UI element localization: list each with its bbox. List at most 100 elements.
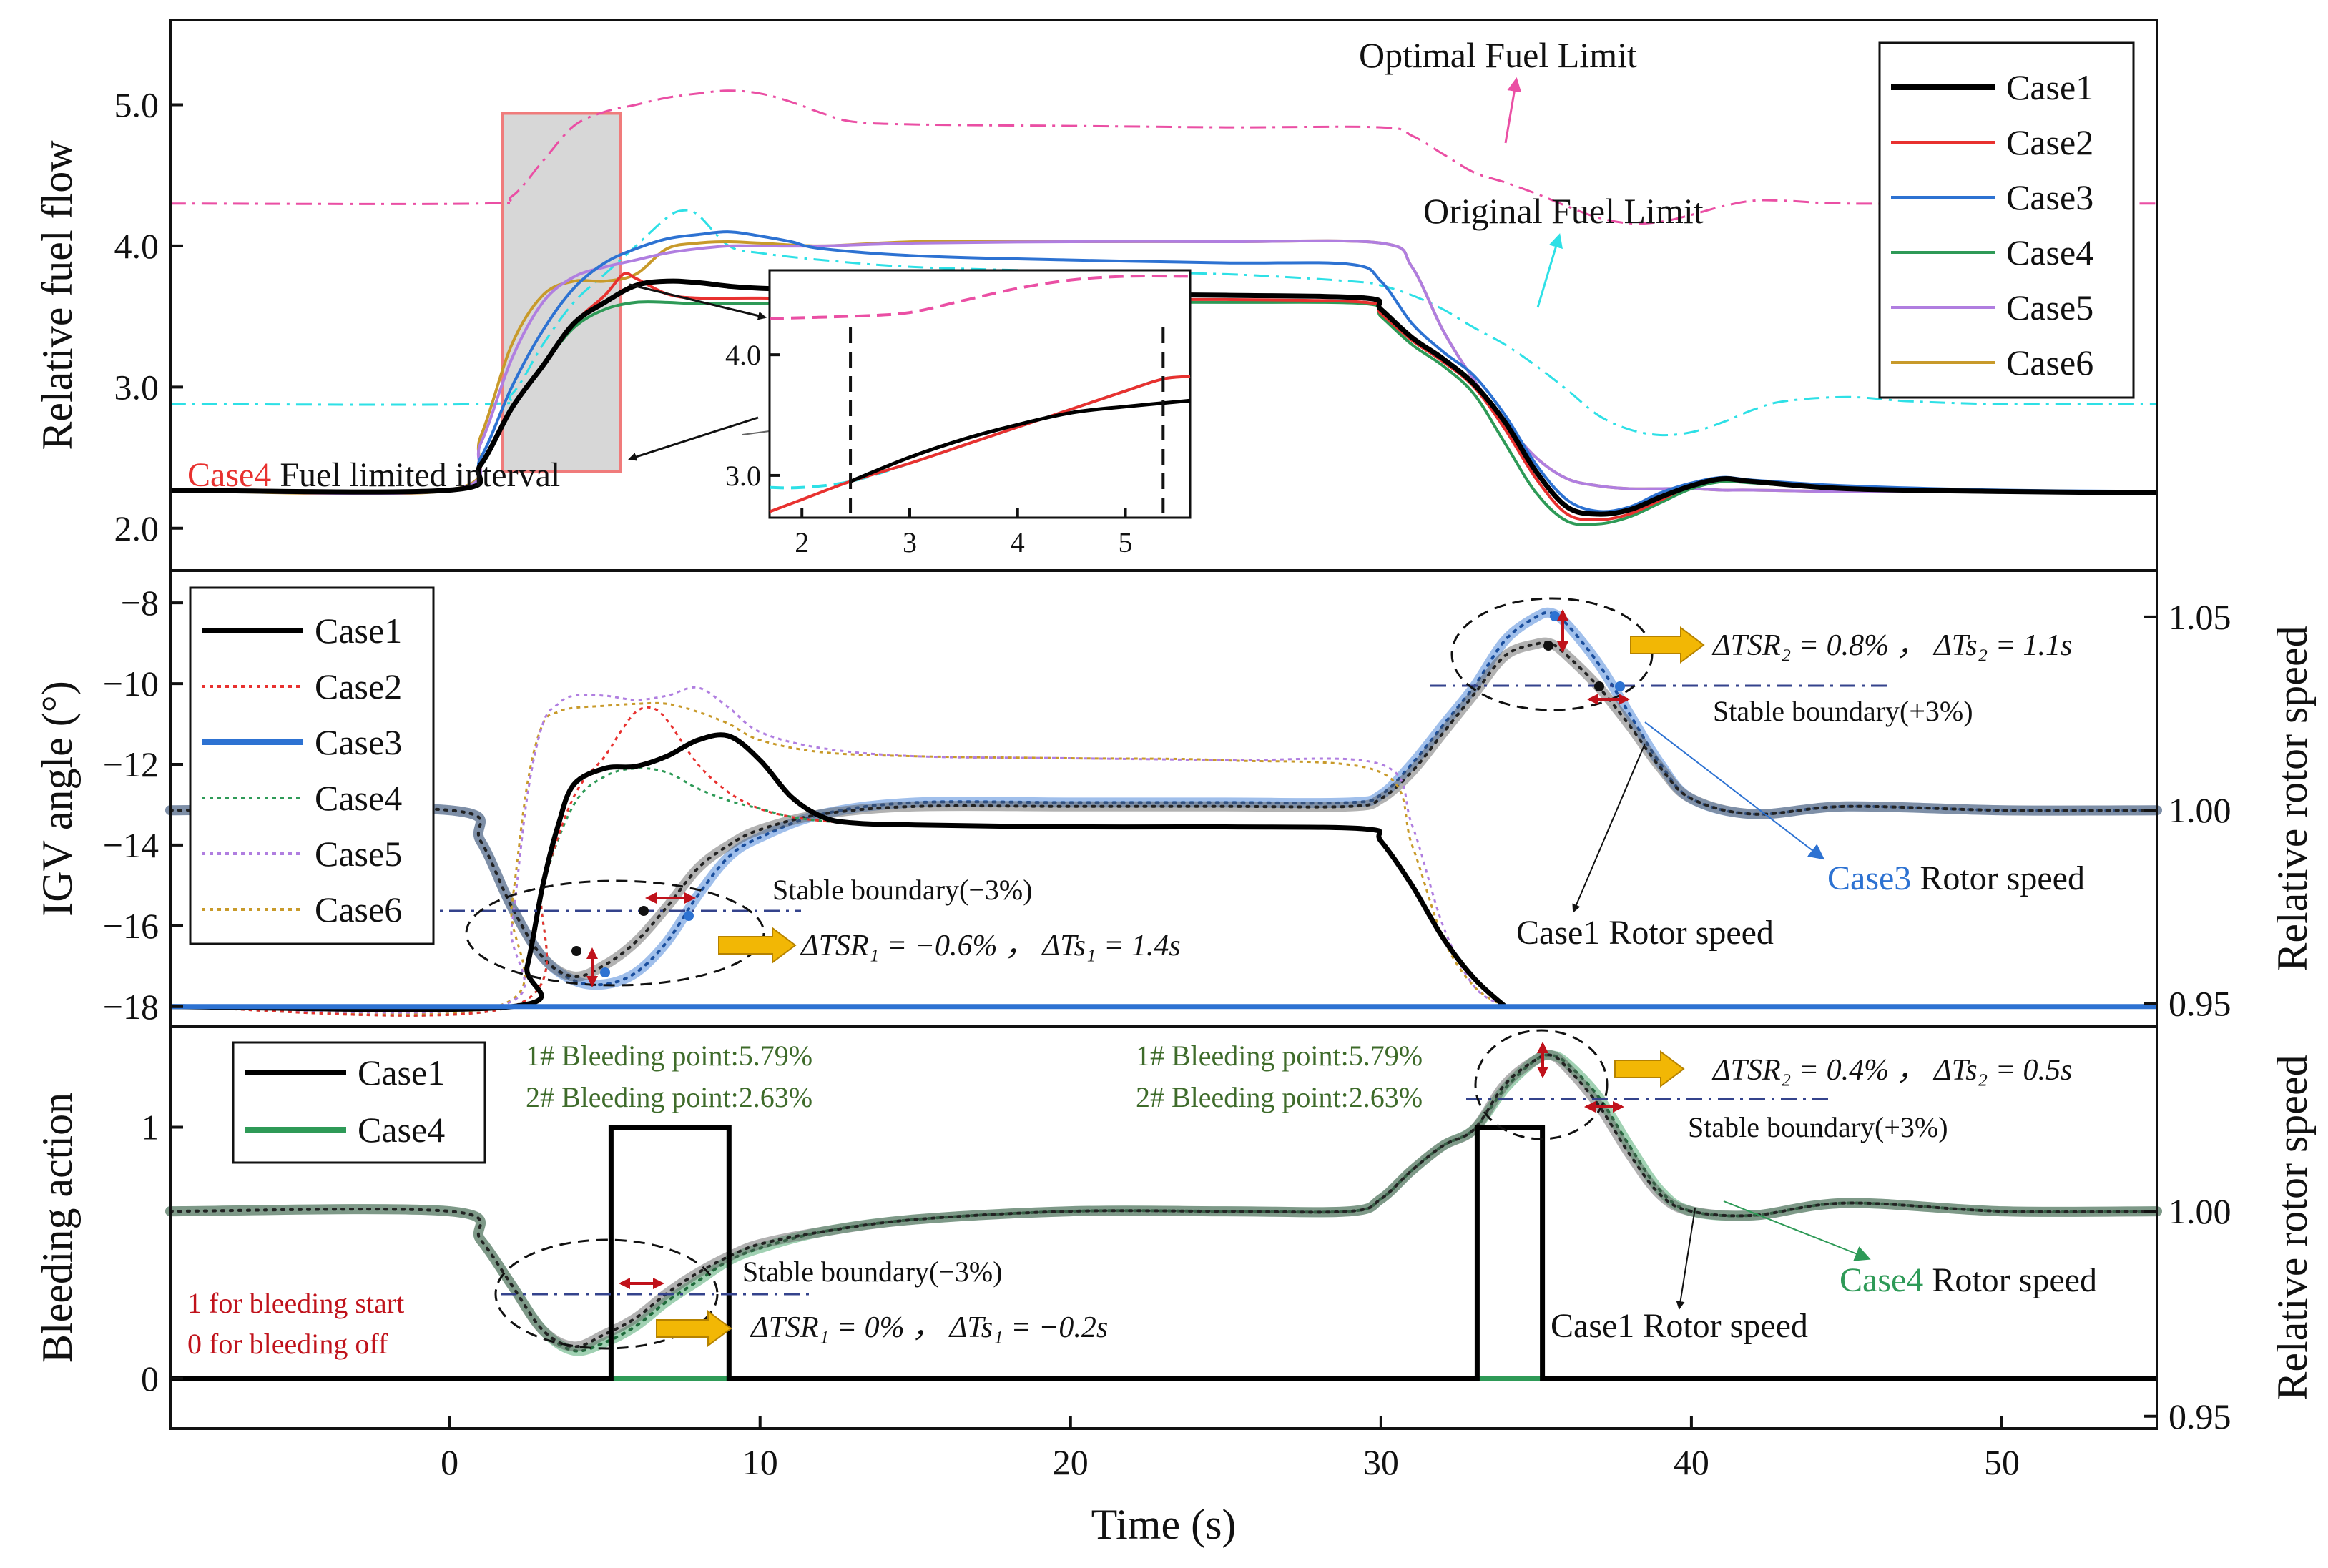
igv-legend-label: Case2 [315, 666, 402, 706]
case3-cross-marker [684, 911, 694, 921]
mid-tsr2-label: ΔTSR₂ = 0.8% ， ΔTs₂ = 1.1s [1711, 629, 2072, 662]
fuel-legend-label: Case2 [2006, 122, 2093, 162]
inset-xtick-label: 3 [903, 526, 917, 558]
bot-stable-low-label: Stable boundary(−3%) [742, 1256, 1003, 1288]
igv-y2tick-label: 0.95 [2169, 984, 2231, 1024]
igv-speed-dots [169, 611, 2158, 987]
case1-cross-hi-marker [1594, 681, 1604, 691]
mid-case3-speed-arrow [1644, 721, 1825, 860]
fuel-series-optimal-fuel-limit [170, 89, 2157, 225]
time-xtick-label: 30 [1363, 1442, 1399, 1482]
mid-case3-speed-label: Case3 Rotor speed [1827, 859, 2085, 897]
igv-legend-label: Case5 [315, 834, 402, 874]
mid-tsr1-label: ΔTSR₁ = −0.6% ， ΔTs₁ = 1.4s [800, 930, 1181, 962]
case4-name: Case4 [1840, 1261, 1923, 1299]
case4-rest: Rotor speed [1923, 1261, 2097, 1299]
bot-case1-speed-label: Case1 Rotor speed [1551, 1307, 1808, 1345]
time-xtick-label: 0 [441, 1442, 458, 1482]
igv-panel: −18 −16 −14 −12 −10 −8 0.95 1.00 1.05 Stable bo… [103, 569, 2231, 1028]
fuel-limited-interval-label: Case4 Fuel limited interval [187, 456, 560, 494]
igv-y2tick-label: 1.00 [2169, 790, 2231, 830]
bleed-ytick-label: 0 [141, 1359, 159, 1399]
time-xtick-label: 40 [1674, 1442, 1709, 1482]
bot-tsr1-label: ΔTSR₁ = 0% ， ΔTs₁ = −0.2s [750, 1311, 1108, 1344]
time-xtick-label: 10 [742, 1442, 778, 1482]
igv-series-case6 [170, 701, 1506, 1015]
fuel-ytick-label: 2.0 [114, 508, 159, 548]
mid-case1-speed-arrow [1572, 743, 1646, 913]
case1-min-marker [571, 946, 581, 956]
bot-ellipse-low [494, 1238, 719, 1350]
bleed-y-axis-label: Bleeding action [34, 1093, 81, 1363]
igv-speed-dots [169, 641, 2158, 978]
bleed-ytick-label: 1 [141, 1108, 159, 1148]
case4-label: Case4 [187, 456, 271, 494]
bleed-series-case1 [170, 1125, 2157, 1381]
bleed-plot-frame [169, 1025, 2158, 1430]
bleed-legend: Case1 Case4 [232, 1041, 486, 1164]
time-x-axis-label: Time (s) [1091, 1501, 1237, 1548]
igv-y2tick-label: 1.05 [2169, 597, 2231, 637]
bleed-legend-label: Case4 [358, 1110, 445, 1150]
case3-min-marker [600, 967, 610, 977]
bleed-note-start: 1 for bleeding start [187, 1287, 404, 1319]
inset-xtick-label: 2 [795, 526, 809, 558]
inset-pointer-arrow [629, 283, 767, 320]
original-fuel-limit-label: Original Fuel Limit [1423, 191, 1704, 231]
mid-ellipse-low [465, 879, 765, 987]
mid-gold-arrow-1 [718, 927, 797, 964]
bot-gold-arrow-2 [1614, 1050, 1685, 1088]
igv-legend-label: Case6 [315, 889, 402, 930]
inset-series-case1 [850, 398, 1191, 483]
bot-stable-high-label: Stable boundary(+3%) [1688, 1111, 1948, 1143]
bleed-y2-axis-label: Relative rotor speed [2269, 1055, 2316, 1400]
fuel-legend-box [1878, 41, 2135, 399]
fuel-inset: 2 3 4 5 3.0 4.0 [725, 269, 1192, 558]
fuel-legend-label: Case4 [2006, 232, 2093, 272]
bleed-1-label-a: 1# Bleeding point:5.79% [526, 1040, 812, 1072]
fuel-legend: Case1 Case2 Case3 Case4 Case5 Case6 [1878, 41, 2135, 399]
fuel-series-case5 [170, 239, 2158, 495]
igv-series-case5 [170, 686, 1506, 1014]
inset-frame [768, 269, 1192, 519]
bleed-2-label-b: 2# Bleeding point:2.63% [1136, 1081, 1423, 1113]
igv-ytick-label: −14 [103, 825, 159, 865]
fuel-legend-label: Case5 [2006, 287, 2093, 327]
bot-case4-speed-label: Case4 Rotor speed [1840, 1261, 2097, 1299]
time-xtick-label: 50 [1984, 1442, 2020, 1482]
bleed-note-off: 0 for bleeding off [187, 1328, 388, 1360]
inset-series-case2 [769, 375, 1191, 513]
igv-series-case1 [170, 732, 1507, 1012]
igv-legend-box [189, 586, 435, 945]
bot-case1-speed-arrow [1676, 1208, 1696, 1310]
case3-name: Case3 [1827, 859, 1911, 897]
interval-text: Fuel limited interval [271, 456, 560, 494]
fuel-y-axis-label: Relative fuel flow [34, 140, 81, 450]
igv-ytick-label: −16 [103, 906, 159, 946]
fuel-ytick-label: 3.0 [114, 367, 159, 407]
inset-xtick-label: 5 [1119, 526, 1133, 558]
igv-ytick-label: −10 [103, 664, 159, 704]
fuel-legend-label: Case6 [2006, 342, 2093, 383]
case3-cross-hi-marker [1615, 681, 1625, 691]
igv-y2-axis-label: Relative rotor speed [2269, 626, 2316, 971]
bleed-speed-dots [169, 1053, 2158, 1348]
case3-rest: Rotor speed [1911, 859, 2085, 897]
bleed-legend-label: Case1 [358, 1052, 445, 1093]
time-xtick-label: 20 [1053, 1442, 1089, 1482]
mid-case1-speed-label: Case1 Rotor speed [1516, 914, 1774, 952]
igv-y-axis-label: IGV angle (°) [34, 681, 81, 916]
inset-xtick-label: 4 [1011, 526, 1025, 558]
igv-legend-label: Case4 [315, 778, 402, 818]
bot-ellipse-high [1474, 1029, 1609, 1140]
fuel-legend-label: Case1 [2006, 67, 2093, 107]
fuel-series-case1 [170, 278, 2158, 517]
bot-tsr2-label: ΔTSR₂ = 0.4% ， ΔTs₂ = 0.5s [1711, 1054, 2072, 1087]
inset-ytick-label: 3.0 [725, 460, 761, 492]
inset-series-optimal [769, 275, 1191, 320]
case1-peak-marker [1543, 641, 1553, 651]
mid-stable-low-label: Stable boundary(−3%) [772, 874, 1033, 906]
bleed-y2tick-label: 0.95 [2169, 1396, 2231, 1436]
mid-stable-high-label: Stable boundary(+3%) [1713, 695, 1973, 727]
bleed-y2tick-label: 1.00 [2169, 1191, 2231, 1231]
